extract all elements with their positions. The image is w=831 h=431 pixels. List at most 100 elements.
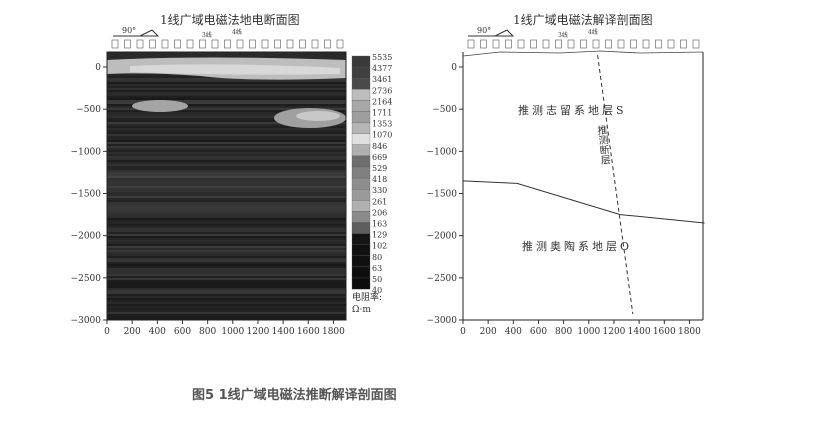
colorbar-value: 418: [372, 175, 387, 184]
section-band: [107, 236, 346, 238]
section-band: [107, 56, 346, 58]
station-marker: [605, 39, 612, 49]
y-tick-label: −1000: [427, 147, 458, 157]
section-band: [107, 168, 346, 170]
section-band: [107, 140, 346, 142]
line-marker-label: 4线: [232, 28, 242, 36]
high-resistivity-zone: [132, 100, 188, 112]
section-band: [107, 304, 346, 306]
section-band: [107, 262, 346, 264]
colorbar-cell: [351, 211, 371, 223]
x-tick-label: 200: [124, 327, 141, 337]
fault-label: 推测断层: [594, 123, 610, 166]
section-band: [107, 100, 346, 102]
section-band: [107, 310, 346, 312]
section-band: [107, 94, 346, 96]
section-band: [107, 298, 346, 300]
interpretation-lines: [462, 55, 705, 315]
station-marker: [199, 39, 206, 49]
colorbar-value: 1353: [372, 120, 392, 129]
section-band: [107, 294, 346, 296]
section-band: [107, 190, 346, 192]
section-band: [107, 98, 346, 100]
axes: 0 200 400 600 800 1000 1200 1400 1600 1800 0 −500 −1…: [427, 28, 704, 337]
section-band: [107, 112, 346, 114]
station-marker: [555, 39, 562, 49]
y-tick-label: 0: [451, 63, 457, 73]
station-marker: [286, 39, 294, 49]
y-tick-label: −3000: [427, 316, 458, 326]
section-band: [107, 308, 346, 310]
section-band: [107, 158, 346, 160]
station-marker: [111, 39, 119, 49]
colorbar-cell: [351, 233, 371, 245]
x-tick-label: 1000: [221, 327, 244, 337]
colorbar-cell: [351, 155, 371, 168]
section-band: [107, 282, 346, 284]
section-band: [107, 286, 346, 288]
section-band: [107, 302, 346, 304]
section-band: [107, 300, 346, 302]
x-tick-label: 1200: [603, 327, 626, 337]
fault-line: [597, 55, 634, 315]
section-band: [107, 134, 346, 136]
station-marker: [299, 39, 306, 49]
section-band: [107, 206, 346, 208]
section-band: [107, 92, 346, 94]
section-band: [107, 184, 346, 186]
x-tick-label: 1000: [577, 327, 600, 337]
colorbar-cell: [351, 177, 371, 190]
x-tick-label: 400: [505, 327, 522, 337]
x-tick-label: 1200: [247, 327, 270, 337]
section-band: [107, 150, 346, 152]
station-marker: [680, 39, 687, 49]
section-band: [107, 78, 346, 80]
section-band: [107, 136, 346, 138]
x-tick-label: 1400: [272, 327, 295, 337]
section-band: [107, 234, 346, 236]
station-marker: [492, 39, 500, 49]
section-band: [107, 152, 346, 154]
section-band: [107, 232, 346, 234]
interpretation-panel: 1线广域电磁法解译剖面图 90° 0 200 400 600 800 1000 1200 14…: [427, 12, 705, 337]
section-band: [107, 142, 346, 144]
colorbar-value: 529: [372, 164, 387, 173]
section-band: [107, 146, 346, 148]
y-tick-label: −1000: [71, 147, 102, 157]
y-tick-label: −2000: [427, 232, 458, 242]
section-band: [107, 204, 346, 206]
section-band: [107, 230, 346, 232]
section-band: [107, 208, 346, 210]
section-band: [107, 248, 346, 250]
y-tick-label: −1500: [427, 190, 458, 200]
orientation-label: 90°: [477, 26, 491, 35]
station-marker: [336, 39, 344, 49]
section-band: [107, 274, 346, 276]
station-marker: [236, 39, 244, 49]
section-band: [107, 284, 346, 286]
station-marker: [224, 39, 231, 49]
station-marker: [580, 39, 587, 49]
colorbar-cell: [351, 122, 371, 134]
section-band: [107, 202, 346, 204]
section-band: [107, 164, 346, 166]
colorbar-cell: [351, 222, 371, 234]
colorbar-value: 163: [372, 220, 387, 229]
section-band: [107, 280, 346, 282]
y-tick-label: −2500: [71, 274, 102, 284]
line-marker-label: 4线: [588, 28, 598, 36]
section-band: [107, 316, 346, 318]
y-tick-label: −2000: [71, 232, 102, 242]
station-marker: [324, 39, 331, 49]
x-tick-label: 1800: [678, 327, 701, 337]
section-band: [107, 96, 346, 98]
section-band: [107, 172, 346, 174]
station-marker: [161, 39, 169, 49]
station-marker: [567, 39, 575, 49]
section-band: [107, 266, 346, 268]
station-marker: [249, 39, 256, 49]
section-band: [107, 154, 346, 156]
section-band: [107, 126, 346, 128]
section-band: [107, 102, 346, 104]
section-band: [107, 318, 346, 320]
